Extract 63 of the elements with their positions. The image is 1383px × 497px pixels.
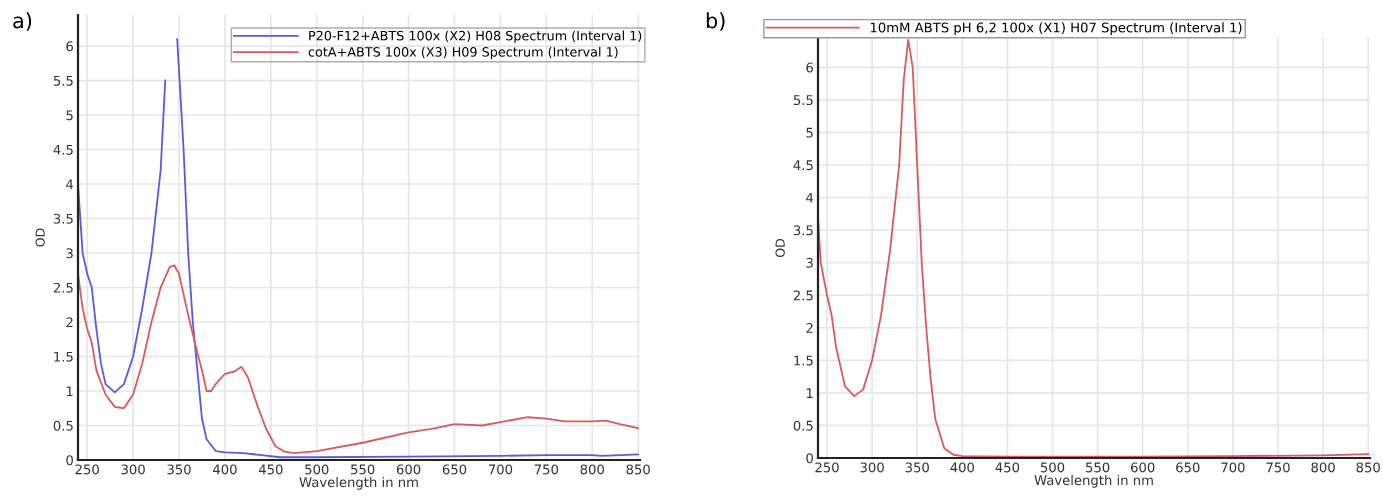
x-tick-label: 350 [167,464,191,475]
x-tick-label: 500 [305,464,329,475]
chart-title: b) [706,12,725,31]
x-tick-label: 850 [626,464,650,475]
x-tick-label: 650 [442,464,467,475]
y-tick-label: 2.5 [793,290,813,301]
y-tick-label: 4 [66,179,74,190]
chart-title: a) [13,12,32,31]
y-tick-label: 0.5 [793,420,813,431]
x-tick-label: 400 [950,462,975,473]
y-tick-label: 3.5 [53,213,73,224]
y-tick-label: 5.5 [53,75,73,86]
y-tick-label: 1 [66,386,73,397]
y-tick-label: 1 [806,388,813,398]
x-tick-label: 600 [1131,462,1155,473]
y-tick-label: 3 [66,248,73,259]
x-axis-title: Wavelength in nm [1034,474,1153,488]
x-axis-title: Wavelength in nm [299,476,418,490]
y-tick-label: 2.5 [53,282,73,293]
x-tick-label: 650 [1176,462,1200,473]
y-tick-label: 4 [806,192,814,203]
y-tick-label: 1.5 [54,351,73,362]
y-tick-label: 5 [806,127,813,138]
y-tick-label: 0 [806,453,813,464]
y-tick-label: 6 [806,62,813,73]
x-tick-label: 250 [815,462,839,473]
x-tick-label: 550 [351,464,375,475]
y-tick-label: 3 [806,257,813,268]
y-axis-title: OD [35,228,45,247]
line-series [78,264,640,455]
x-tick-label: 250 [75,464,99,475]
x-tick-label: 450 [995,462,1020,473]
y-tick-label: 6 [66,41,73,52]
x-tick-label: 450 [258,464,283,475]
x-tick-label: 700 [1221,462,1245,473]
y-tick-label: 1.5 [794,355,813,366]
y-tick-label: 0 [66,455,73,466]
legend-label: cotA+ABTS 100x (X3) H09 Spectrum (Interval 1) [308,46,618,60]
y-axis-title: OD [775,239,785,258]
x-tick-label: 350 [905,462,929,473]
x-tick-label: 400 [212,464,237,475]
y-tick-label: 0.5 [53,420,73,431]
y-tick-label: 5.5 [793,95,813,106]
x-tick-label: 800 [580,464,604,475]
y-tick-label: 2 [806,322,813,333]
text: 10mM ABTS pH 6,2 100x (X1) H07 Spectrum (Interval 1) [870,22,1242,36]
y-tick-label: 3.5 [793,225,813,236]
y-tick-label: 4.5 [53,144,73,155]
legend-label: P20-F12+ABTS 100x (X2) H08 Spectrum (Interval 1) [309,30,642,43]
x-tick-label: 750 [1266,462,1290,473]
x-tick-label: 750 [534,464,559,475]
y-tick-label: 4.5 [793,160,813,171]
y-tick-label: 2 [66,317,73,328]
x-tick-label: 300 [860,462,884,473]
x-tick-label: 800 [1311,462,1335,473]
x-tick-label: 300 [121,464,145,475]
x-tick-label: 850 [1356,462,1380,473]
x-tick-label: 550 [1086,462,1110,473]
line-series [818,39,1370,458]
x-tick-label: 500 [1040,462,1065,473]
x-tick-label: 600 [396,464,421,475]
x-tick-label: 700 [488,464,513,475]
y-tick-label: 5 [66,110,73,121]
